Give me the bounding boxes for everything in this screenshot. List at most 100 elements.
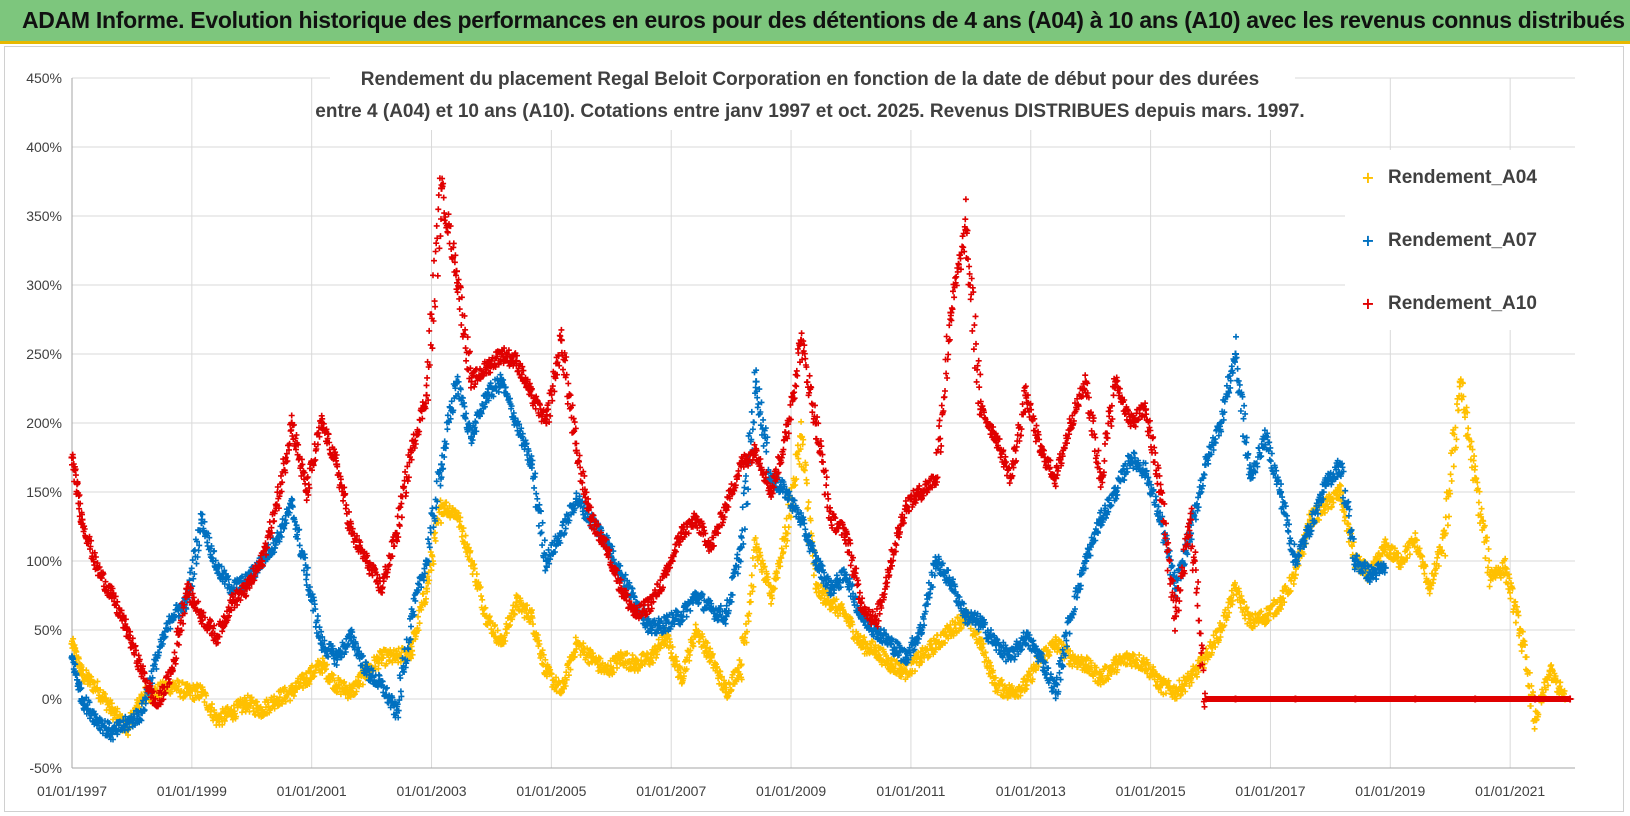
data-point-rendement-a07 — [333, 654, 341, 662]
data-point-rendement-a07 — [78, 695, 86, 703]
data-point-rendement-a07 — [977, 619, 985, 627]
data-point-rendement-a07 — [198, 516, 206, 524]
data-point-rendement-a04 — [1336, 488, 1344, 496]
data-point-rendement-a04 — [572, 640, 580, 648]
data-point-rendement-a04 — [797, 433, 805, 441]
data-point-rendement-a07 — [692, 592, 700, 599]
chart-legend: + Rendement_A04 + Rendement_A07 + Rendem… — [1345, 150, 1577, 330]
data-point-rendement-a04 — [707, 654, 715, 662]
x-tick-label: 01/01/2017 — [1235, 783, 1305, 799]
chart-axes: -50% 0% 50% 100% 150% 200% 250% 300% 350% 400% 450… — [26, 70, 1575, 799]
data-point-rendement-a10 — [288, 419, 296, 427]
y-tick-label: 250% — [26, 346, 62, 362]
data-point-rendement-a07 — [348, 633, 356, 641]
data-point-rendement-a07 — [1261, 433, 1269, 441]
data-point-rendement-a07 — [542, 557, 550, 565]
data-point-rendement-a07 — [1082, 557, 1090, 565]
data-point-rendement-a07 — [947, 578, 955, 586]
data-point-rendement-a04 — [1202, 654, 1210, 662]
data-point-rendement-a04 — [932, 640, 940, 648]
data-point-rendement-a04 — [378, 654, 386, 662]
data-point-rendement-a04 — [482, 612, 490, 620]
data-point-rendement-a10 — [947, 309, 955, 317]
data-point-rendement-a07 — [482, 391, 490, 399]
y-tick-label: 300% — [26, 277, 62, 293]
data-point-rendement-a10 — [153, 702, 161, 710]
data-point-rendement-a10 — [572, 447, 580, 455]
chart-title-line-1: Rendement du placement Regal Beloit Corp… — [361, 69, 1259, 90]
data-point-rendement-a07 — [1306, 523, 1314, 530]
data-point-rendement-a10 — [962, 226, 970, 234]
data-point-rendement-a04 — [1187, 674, 1195, 682]
data-point-rendement-a10 — [692, 516, 700, 524]
data-point-rendement-a10 — [1112, 378, 1120, 386]
data-point-rendement-a07 — [647, 626, 655, 634]
data-point-rendement-a10 — [467, 378, 475, 386]
x-tick-label: 01/01/2015 — [1116, 783, 1186, 799]
x-tick-label: 01/01/2021 — [1475, 783, 1545, 799]
data-point-rendement-a04 — [737, 661, 745, 668]
data-point-rendement-a10 — [243, 585, 251, 593]
data-point-rendement-a04 — [527, 612, 535, 620]
data-point-rendement-a10 — [378, 585, 386, 593]
data-point-rendement-a04 — [1157, 681, 1165, 689]
data-point-rendement-a04 — [1127, 654, 1135, 662]
data-point-rendement-a04 — [1097, 674, 1105, 682]
series-rendement-a10-points — [69, 175, 1573, 710]
data-point-rendement-a07 — [572, 495, 580, 503]
data-point-rendement-a10 — [1157, 488, 1165, 496]
data-point-rendement-a04 — [438, 502, 446, 510]
data-point-rendement-a10 — [512, 357, 520, 365]
data-point-rendement-a07 — [827, 585, 835, 593]
data-point-rendement-a10 — [1022, 391, 1030, 399]
data-point-rendement-a10 — [333, 460, 341, 468]
data-point-rendement-a04 — [1082, 661, 1090, 668]
data-point-rendement-a07 — [962, 612, 970, 620]
data-point-rendement-a10 — [213, 633, 221, 641]
data-point-rendement-a04 — [632, 661, 640, 668]
data-point-rendement-a10 — [827, 516, 835, 524]
data-point-rendement-a07 — [527, 460, 535, 468]
data-point-rendement-a10 — [138, 667, 146, 675]
data-point-rendement-a04 — [1411, 536, 1419, 544]
data-point-rendement-a10 — [1067, 419, 1075, 427]
data-point-rendement-a04 — [1261, 612, 1269, 620]
data-point-rendement-a04 — [198, 688, 206, 696]
data-point-rendement-a07 — [512, 419, 520, 427]
data-point-rendement-a07 — [707, 605, 715, 613]
data-point-rendement-a04 — [857, 640, 865, 648]
data-point-rendement-a10 — [1471, 695, 1479, 703]
data-point-rendement-a04 — [348, 688, 356, 696]
data-point-rendement-a07 — [737, 543, 745, 551]
x-tick-label: 01/01/2003 — [396, 783, 466, 799]
data-point-rendement-a10 — [348, 529, 356, 537]
chart-banner: ADAM Informe. Evolution historique des p… — [0, 0, 1630, 44]
data-point-rendement-a07 — [467, 433, 475, 441]
data-point-rendement-a10 — [632, 612, 640, 620]
data-point-rendement-a07 — [393, 709, 401, 717]
data-point-rendement-a04 — [887, 661, 895, 668]
x-tick-label: 01/01/2007 — [636, 783, 706, 799]
data-point-rendement-a10 — [1127, 419, 1135, 427]
data-point-rendement-a07 — [68, 654, 76, 662]
data-point-rendement-a10 — [438, 184, 446, 192]
data-point-rendement-a07 — [1052, 688, 1060, 696]
data-point-rendement-a04 — [1501, 564, 1509, 572]
y-tick-label: 400% — [26, 139, 62, 155]
chart-frame — [4, 46, 1624, 812]
y-tick-label: 450% — [26, 70, 62, 86]
legend-background — [1345, 150, 1577, 330]
x-tick-label: 01/01/2005 — [516, 783, 586, 799]
data-point-rendement-a04 — [917, 654, 925, 662]
data-point-rendement-a04 — [602, 667, 610, 675]
data-point-rendement-a04 — [1456, 378, 1464, 386]
legend-marker-a10: + — [1361, 294, 1374, 313]
data-point-rendement-a07 — [1291, 557, 1299, 565]
data-point-rendement-a04 — [1546, 667, 1554, 675]
data-point-rendement-a04 — [1142, 661, 1150, 668]
data-point-rendement-a04 — [453, 509, 461, 517]
data-point-rendement-a04 — [692, 626, 700, 634]
data-point-rendement-a10 — [123, 626, 131, 634]
data-point-rendement-a04 — [318, 661, 326, 668]
data-point-rendement-a04 — [947, 626, 955, 634]
